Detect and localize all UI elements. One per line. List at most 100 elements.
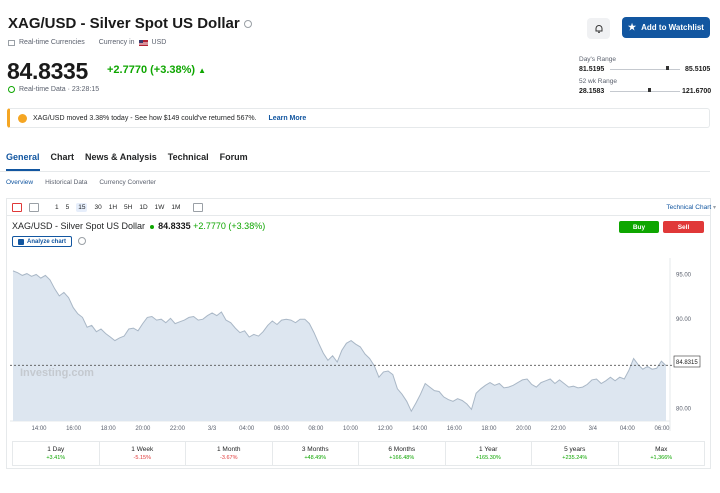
- x-tick-label: 08:00: [308, 426, 324, 432]
- x-tick-label: 20:00: [516, 426, 532, 432]
- last-price-label: 84.8315: [676, 360, 698, 366]
- promo-banner: XAG/USD moved 3.38% today - See how $149…: [7, 108, 710, 128]
- performance-cell[interactable]: 3 Months +48.49%: [273, 442, 359, 465]
- week52-range-marker: [648, 88, 651, 92]
- tab-chart[interactable]: Chart: [50, 152, 75, 162]
- tab-general[interactable]: General: [6, 152, 40, 171]
- candlestick-icon[interactable]: [12, 202, 22, 212]
- performance-value: -3.67%: [220, 455, 238, 461]
- performance-value: +165.30%: [475, 455, 501, 461]
- x-tick-label: 22:00: [551, 426, 567, 432]
- learn-more-link[interactable]: Learn More: [268, 114, 307, 122]
- x-tick-label: 04:00: [620, 426, 636, 432]
- last-price-tag: [673, 355, 701, 368]
- tab-technical[interactable]: Technical: [167, 152, 209, 162]
- live-dot-icon: [149, 224, 154, 229]
- performance-period: 5 years: [564, 446, 586, 453]
- performance-cell[interactable]: 5 years +235.24%: [532, 442, 619, 465]
- info-icon[interactable]: [243, 20, 252, 29]
- last-price: 84.8335: [7, 58, 89, 84]
- interval-1m[interactable]: 1M: [171, 203, 181, 211]
- performance-value: +1,366%: [650, 455, 673, 461]
- subtab-overview[interactable]: Overview: [6, 179, 34, 186]
- x-tick-label: 14:00: [31, 426, 47, 432]
- y-tick-label: 80.00: [676, 406, 692, 412]
- alert-button[interactable]: [587, 18, 610, 39]
- performance-strip: 1 Day +3.41% 1 Week -5.15% 1 Month -3.67% 3 Mo…: [12, 441, 705, 466]
- day-range-high: 85.5105: [685, 66, 711, 73]
- performance-value: +166.48%: [389, 455, 415, 461]
- performance-cell[interactable]: 1 Day +3.41%: [13, 442, 100, 465]
- week52-range-high: 121.6700: [682, 88, 712, 95]
- x-tick-label: 06:00: [274, 426, 290, 432]
- clock-icon: [8, 86, 15, 93]
- buy-button[interactable]: Buy: [619, 221, 659, 233]
- interval-1w[interactable]: 1W: [154, 203, 165, 211]
- x-tick-label: 10:00: [343, 426, 359, 432]
- performance-period: 1 Month: [217, 446, 241, 453]
- info-icon[interactable]: [78, 237, 86, 245]
- realtime-data-row: Real-time Data · 23:28:15: [8, 86, 99, 93]
- main-tabs: General Chart News & Analysis Technical …: [0, 152, 710, 172]
- subtab-historical-data[interactable]: Historical Data: [45, 179, 88, 186]
- tab-news-analysis[interactable]: News & Analysis: [85, 152, 157, 162]
- coin-icon: [18, 113, 27, 123]
- performance-value: +235.24%: [562, 455, 588, 461]
- chart-price: 84.8335: [158, 221, 191, 231]
- price-line: [12, 270, 667, 413]
- performance-period: 3 Months: [301, 446, 329, 453]
- y-tick-label: 90.00: [676, 317, 692, 323]
- performance-cell[interactable]: 1 Week -5.15%: [100, 442, 186, 465]
- sell-button[interactable]: Sell: [663, 221, 704, 233]
- x-tick-label: 14:00: [412, 426, 428, 432]
- performance-cell[interactable]: 6 Months +166.48%: [359, 442, 446, 465]
- interval-1[interactable]: 1: [55, 203, 59, 211]
- interval-5h[interactable]: 5H: [124, 203, 133, 211]
- interval-1h[interactable]: 1H: [108, 203, 118, 211]
- bell-plus-icon: [595, 24, 602, 33]
- sub-tabs: Overview Historical Data Currency Conver…: [6, 179, 156, 186]
- currency-in-label: Currency in: [98, 39, 135, 46]
- add-to-watchlist-button[interactable]: ★ Add to Watchlist: [622, 17, 710, 38]
- x-tick-label: 16:00: [447, 426, 463, 432]
- x-tick-label: 22:00: [170, 426, 186, 432]
- investing-watermark: Investing.com: [20, 367, 94, 379]
- chart-title: XAG/USD - Silver Spot US Dollar 84.8335 …: [12, 221, 266, 231]
- interval-30[interactable]: 30: [94, 203, 102, 211]
- banner-text: XAG/USD moved 3.38% today - See how $149…: [33, 114, 257, 122]
- performance-period: 1 Day: [47, 446, 65, 453]
- x-tick-label: 18:00: [101, 426, 117, 432]
- interval-15[interactable]: 15: [76, 202, 88, 212]
- performance-period: 6 Months: [388, 446, 416, 453]
- tab-forum[interactable]: Forum: [219, 152, 248, 162]
- chart-toolbar: 1 5 15 30 1H 5H 1D 1W 1M: [6, 199, 711, 216]
- performance-value: +48.49%: [304, 455, 327, 461]
- calendar-icon[interactable]: [193, 202, 204, 212]
- performance-cell[interactable]: Max +1,366%: [619, 442, 705, 465]
- x-tick-label: 06:00: [654, 426, 670, 432]
- performance-period: 1 Week: [131, 446, 154, 453]
- performance-period: Max: [655, 446, 668, 453]
- technical-chart-link[interactable]: Technical Chart ▾: [666, 204, 716, 211]
- star-icon: ★: [628, 22, 637, 32]
- interval-1d[interactable]: 1D: [139, 203, 148, 211]
- week52-range-label: 52 wk Range: [579, 78, 617, 85]
- interval-5[interactable]: 5: [65, 203, 70, 211]
- y-tick-label: 95.00: [676, 273, 692, 279]
- subtab-currency-converter[interactable]: Currency Converter: [99, 179, 157, 186]
- area-chart-icon[interactable]: [29, 202, 39, 212]
- x-tick-label: 18:00: [481, 426, 497, 432]
- x-tick-label: 16:00: [66, 426, 82, 432]
- x-tick-label: 04:00: [239, 426, 255, 432]
- chart-change: +2.7770 (+3.38%): [193, 221, 266, 231]
- day-range-low: 81.5195: [579, 66, 605, 73]
- add-to-watchlist-label: Add to Watchlist: [641, 23, 704, 32]
- x-tick-label: 3/4: [589, 426, 598, 432]
- performance-cell[interactable]: 1 Month -3.67%: [186, 442, 273, 465]
- chart-panel: [6, 198, 711, 469]
- analyze-chart-button[interactable]: Analyze chart: [12, 236, 73, 247]
- performance-period: 1 Year: [479, 446, 498, 453]
- performance-value: +3.41%: [46, 455, 66, 461]
- performance-cell[interactable]: 1 Year +165.30%: [446, 442, 532, 465]
